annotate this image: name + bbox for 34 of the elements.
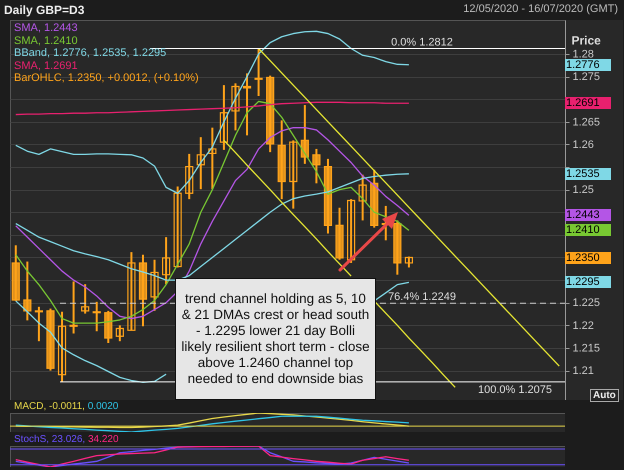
y-tick-label: 1.25 xyxy=(572,184,594,196)
y-tick-label: 1.21 xyxy=(572,365,594,378)
y-tick-label: 1.26 xyxy=(572,138,594,151)
y-tick-label: 1.28 xyxy=(572,48,594,60)
callout-box: trend channel holding as 5, 10 & 21 DMAs crest or head south - 1.2295 lower 21 day Bolli likely resilient short term - close above 1.2460 channel top needed to end downside bias xyxy=(175,278,376,400)
text: BBand, 1.2776, 1.2535, 1.2295 xyxy=(14,47,168,60)
y-tick-label: 1.22 xyxy=(572,320,594,332)
text: 1.2410 xyxy=(565,224,611,236)
y-tick-label: 1.225 xyxy=(572,297,600,310)
text: 1.2295 xyxy=(565,276,611,288)
series-label: 0.0020 xyxy=(86,401,118,412)
y-tick-label: 1.275 xyxy=(572,71,600,84)
text: SMA, 1.2691 xyxy=(14,60,79,72)
chart-title: Daily GBP=D3 xyxy=(4,3,84,17)
text: 1.2350 xyxy=(565,252,611,264)
series-label: StochS, 23.026, xyxy=(14,434,86,445)
ref-line-label: 0.0% 1.2812 xyxy=(391,36,453,48)
text: 1.2443 xyxy=(565,209,611,222)
annotation: BarOHLC, 1.2350, +0.0012, (+0.10%) xyxy=(14,72,199,84)
text: 1.2776 xyxy=(565,58,611,71)
annotation: trend channel holding as 5, 10 & 21 DMAs crest or head south - 1.2295 lower 21 day Bolli likely resilient short term - close above 1.2460 channel top needed to end downside bias xyxy=(180,291,371,387)
chart-subtitle: 12/05/2020 - 16/07/2020 (GMT) xyxy=(463,3,618,15)
y-axis-title: Price xyxy=(572,34,602,48)
ref-line-label: 76.4% 1.2249 xyxy=(388,291,456,304)
text: Auto xyxy=(590,389,619,402)
text: SMA, 1.2443 xyxy=(14,22,79,34)
text: SMA, 1.2410 xyxy=(14,34,79,47)
y-tick-label: 1.215 xyxy=(572,342,600,354)
series-label: MACD, -0.0011, xyxy=(14,401,85,412)
series-label: 34.220 xyxy=(86,434,119,445)
ref-line-label: 100.0% 1.2075 xyxy=(478,384,552,396)
text: 1.2691 xyxy=(565,97,611,110)
y-tick-label: 1.265 xyxy=(572,116,600,128)
text: 1.2535 xyxy=(565,168,611,180)
